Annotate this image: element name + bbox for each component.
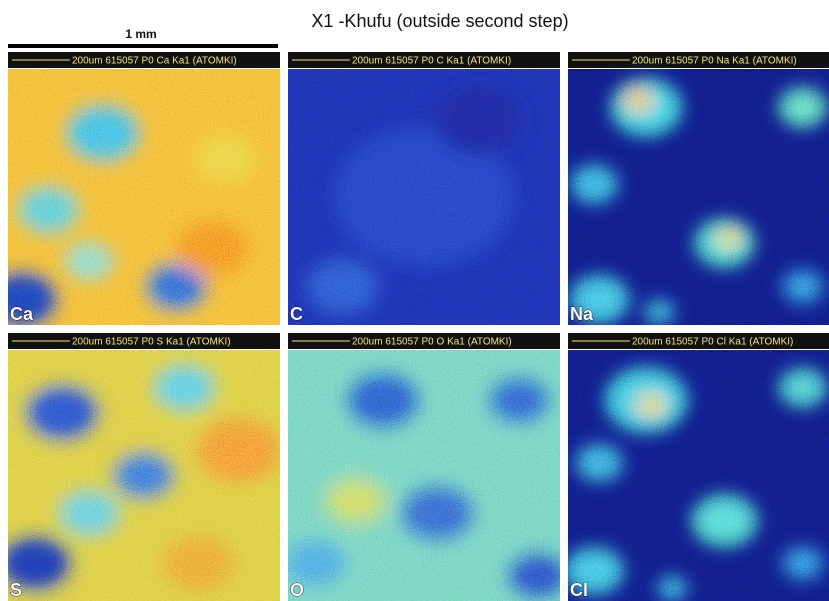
element-label: Na bbox=[570, 304, 594, 324]
element-map: 200um 615057 P0 Na Ka1 (ATOMKI) Na bbox=[568, 52, 829, 325]
figure: X1 -Khufu (outside second step) 1 mm 200… bbox=[0, 0, 829, 601]
map-content: 200um 615057 P0 C Ka1 (ATOMKI) C bbox=[288, 52, 560, 325]
map-noise bbox=[8, 350, 280, 601]
element-label: Ca bbox=[10, 304, 34, 324]
element-map: 200um 615057 P0 S Ka1 (ATOMKI) S bbox=[0, 333, 281, 601]
map-noise bbox=[288, 69, 560, 325]
map-content: 200um 615057 P0 O Ka1 (ATOMKI) O bbox=[285, 333, 568, 601]
element-label: Cl bbox=[570, 580, 588, 600]
map-header: 200um 615057 P0 C Ka1 (ATOMKI) bbox=[352, 56, 511, 67]
map-noise bbox=[288, 350, 560, 601]
map-noise bbox=[568, 350, 829, 601]
scale-label: 1 mm bbox=[125, 27, 156, 41]
element-label: O bbox=[290, 580, 304, 600]
element-map: 200um 615057 P0 Ca Ka1 (ATOMKI) Ca bbox=[0, 52, 280, 327]
map-content: 200um 615057 P0 Cl Ka1 (ATOMKI) Cl bbox=[565, 333, 829, 601]
element-map: 200um 615057 P0 C Ka1 (ATOMKI) C bbox=[288, 52, 560, 325]
element-label: S bbox=[10, 580, 22, 600]
element-map: 200um 615057 P0 Cl Ka1 (ATOMKI) Cl bbox=[565, 333, 829, 601]
map-content: 200um 615057 P0 S Ka1 (ATOMKI) S bbox=[0, 333, 281, 601]
map-header: 200um 615057 P0 Na Ka1 (ATOMKI) bbox=[632, 56, 797, 67]
map-header: 200um 615057 P0 Cl Ka1 (ATOMKI) bbox=[632, 337, 793, 348]
element-map: 200um 615057 P0 O Ka1 (ATOMKI) O bbox=[285, 333, 568, 601]
map-header: 200um 615057 P0 Ca Ka1 (ATOMKI) bbox=[72, 56, 237, 67]
map-content: 200um 615057 P0 Na Ka1 (ATOMKI) Na bbox=[568, 52, 829, 325]
map-header: 200um 615057 P0 O Ka1 (ATOMKI) bbox=[352, 337, 512, 348]
map-noise bbox=[8, 69, 280, 325]
scale-bar bbox=[8, 44, 278, 48]
map-content: 200um 615057 P0 Ca Ka1 (ATOMKI) Ca bbox=[0, 52, 280, 327]
figure-title: X1 -Khufu (outside second step) bbox=[311, 11, 568, 31]
element-label: C bbox=[290, 304, 303, 324]
map-header: 200um 615057 P0 S Ka1 (ATOMKI) bbox=[72, 337, 231, 348]
map-noise bbox=[568, 69, 829, 325]
